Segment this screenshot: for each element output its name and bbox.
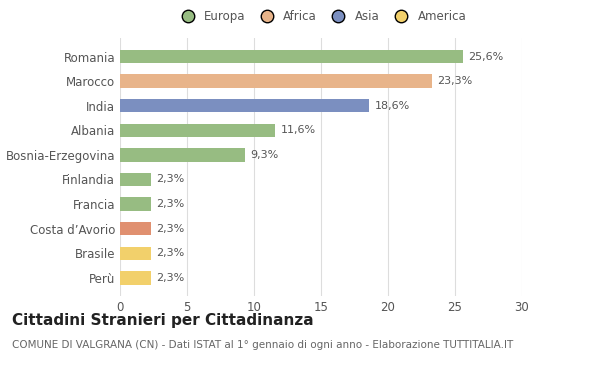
Text: 2,3%: 2,3% (156, 174, 184, 185)
Bar (120, 124, 275, 137)
Text: Cittadini Stranieri per Cittadinanza: Cittadini Stranieri per Cittadinanza (12, 314, 314, 328)
Text: 18,6%: 18,6% (374, 101, 410, 111)
Text: 11,6%: 11,6% (281, 125, 316, 135)
Text: 25,6%: 25,6% (469, 52, 503, 62)
Bar (120, 99, 369, 112)
Bar (120, 247, 151, 260)
Bar (120, 197, 151, 211)
Text: 9,3%: 9,3% (250, 150, 278, 160)
Text: 23,3%: 23,3% (437, 76, 473, 86)
Text: 2,3%: 2,3% (156, 273, 184, 283)
Bar (120, 271, 151, 285)
Text: 2,3%: 2,3% (156, 248, 184, 258)
Text: COMUNE DI VALGRANA (CN) - Dati ISTAT al 1° gennaio di ogni anno - Elaborazione T: COMUNE DI VALGRANA (CN) - Dati ISTAT al … (12, 340, 513, 350)
Text: 2,3%: 2,3% (156, 224, 184, 234)
Bar (120, 148, 245, 162)
Text: 2,3%: 2,3% (156, 199, 184, 209)
Bar (120, 74, 432, 88)
Bar (120, 50, 463, 63)
Bar (120, 222, 151, 236)
Legend: Europa, Africa, Asia, America: Europa, Africa, Asia, America (172, 7, 470, 27)
Bar (120, 173, 151, 186)
